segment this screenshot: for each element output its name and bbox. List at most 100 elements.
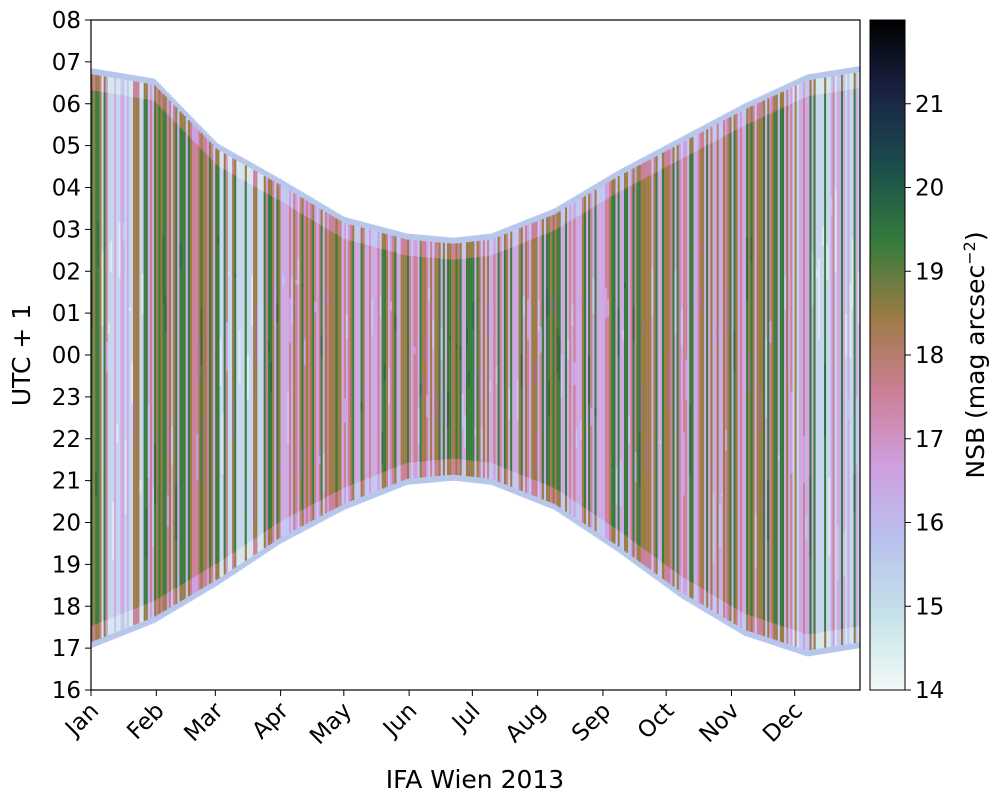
x-tick-label: Jun — [377, 698, 422, 743]
night-core — [455, 259, 458, 459]
night-stripe — [649, 153, 652, 576]
night-stripe — [809, 73, 812, 656]
night-core — [128, 96, 132, 611]
night-stripe — [267, 172, 271, 552]
night-patch — [520, 354, 524, 389]
night-patch — [449, 336, 452, 339]
night-stripe — [472, 235, 475, 483]
y-axis-title: UTC + 1 — [7, 304, 36, 406]
night-patch — [803, 436, 806, 484]
night-core — [809, 95, 812, 634]
x-tick-label: Dec — [758, 698, 808, 748]
night-core — [407, 255, 410, 463]
night-patch — [701, 245, 705, 254]
night-stripe — [712, 119, 716, 618]
night-stripe — [607, 176, 610, 546]
night-stripe — [613, 172, 617, 550]
night-patch — [381, 432, 385, 464]
night-patch — [451, 418, 454, 421]
night-stripe — [206, 133, 210, 591]
night-patch — [360, 402, 364, 413]
night-core — [706, 145, 709, 592]
night-core — [421, 256, 425, 462]
night-core — [341, 238, 345, 489]
night-core — [192, 140, 195, 578]
night-core — [447, 259, 450, 460]
night-stripe — [440, 236, 444, 482]
night-stripe — [447, 237, 450, 482]
night-core — [297, 211, 300, 512]
night-stripe — [430, 235, 433, 483]
night-stripe — [543, 212, 547, 507]
night-patch — [299, 444, 303, 476]
night-patch — [624, 282, 627, 288]
night-core — [162, 110, 166, 596]
night-patch — [621, 329, 625, 341]
plot-area — [90, 19, 861, 691]
night-stripe — [459, 236, 463, 482]
night-stripe — [512, 224, 515, 494]
night-stripe — [562, 202, 566, 517]
night-stripe — [333, 211, 336, 515]
night-core — [750, 122, 753, 617]
night-stripe — [482, 234, 486, 484]
night-patch — [765, 338, 768, 419]
night-stripe — [520, 221, 524, 497]
night-stripe — [615, 171, 619, 552]
night-patch — [208, 435, 212, 437]
night-patch — [293, 296, 296, 318]
night-patch — [508, 388, 511, 420]
night-stripe — [499, 229, 503, 489]
night-stripe — [185, 112, 189, 604]
night-patch — [516, 380, 520, 421]
night-stripe — [581, 191, 585, 529]
night-core — [364, 244, 368, 480]
night-patch — [634, 452, 638, 483]
x-tick-label: Sep — [567, 698, 616, 747]
colorbar: 14 15 16 17 18 19 20 21 NSB (mag arcsec−2) — [869, 19, 990, 704]
night-patch — [845, 314, 848, 356]
night-stripe — [592, 185, 595, 536]
night-stripe — [792, 80, 796, 652]
night-core — [314, 221, 317, 504]
night-patch — [853, 474, 857, 512]
night-core — [510, 247, 513, 471]
night-stripe — [126, 74, 130, 634]
night-patch — [238, 329, 241, 384]
night-stripe — [632, 162, 635, 564]
night-stripe — [377, 226, 381, 497]
night-core — [400, 254, 404, 465]
night-stripe — [301, 192, 305, 532]
night-core — [156, 103, 159, 600]
night-core — [345, 239, 349, 487]
night-core — [777, 109, 781, 626]
night-core — [573, 218, 576, 502]
night-stripe — [533, 216, 536, 502]
night-core — [253, 186, 256, 539]
night-core — [118, 94, 121, 615]
night-stripe — [579, 192, 583, 528]
night-stripe — [383, 227, 387, 494]
night-stripe — [356, 220, 359, 505]
night-core — [358, 243, 362, 482]
night-core — [815, 94, 819, 633]
night-core — [478, 256, 482, 462]
night-patch — [124, 439, 128, 515]
night-stripe — [664, 145, 667, 587]
night-stripe — [826, 71, 829, 654]
night-core — [187, 136, 191, 581]
night-patch — [314, 301, 317, 313]
night-core — [312, 220, 315, 505]
night-core — [453, 259, 456, 459]
y-tick-label: 08 — [52, 8, 81, 34]
night-core — [550, 231, 553, 487]
night-stripe — [152, 78, 155, 624]
night-patch — [171, 426, 174, 466]
night-core — [468, 258, 471, 461]
night-core — [638, 181, 642, 546]
night-core — [379, 248, 383, 474]
night-stripe — [836, 69, 840, 652]
night-core — [272, 196, 275, 527]
night-core — [744, 125, 747, 614]
y-tick-label: 17 — [52, 636, 81, 662]
